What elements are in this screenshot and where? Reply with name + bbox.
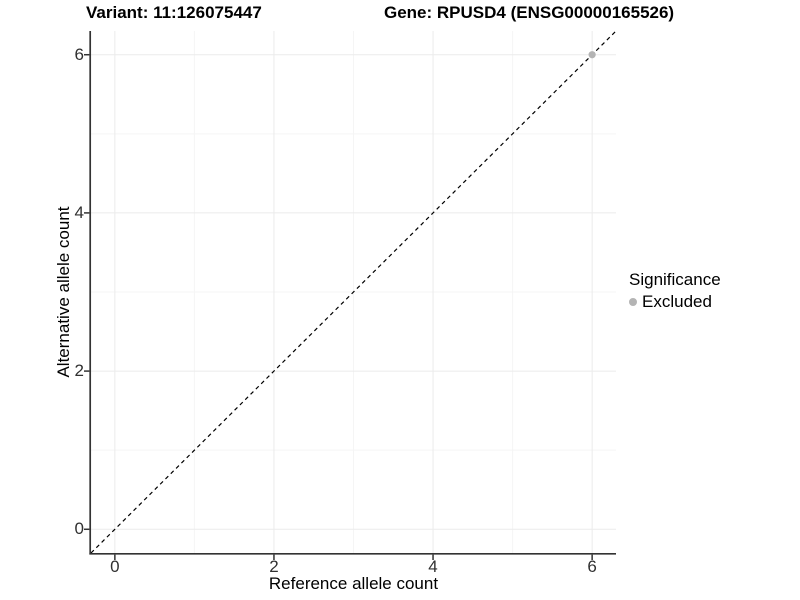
legend-item-excluded: Excluded: [629, 291, 721, 313]
legend-item-label: Excluded: [642, 292, 712, 311]
x-tick-label: 4: [428, 557, 438, 576]
x-tick-label: 6: [587, 557, 597, 576]
y-tick-label: 0: [74, 519, 84, 539]
legend-title: Significance: [629, 270, 721, 289]
y-axis-title: Alternative allele count: [54, 206, 73, 378]
identity-line: [90, 30, 617, 554]
plot-title-gene: Gene: RPUSD4 (ENSG00000165526): [384, 3, 675, 22]
point-key-icon: [629, 298, 637, 306]
x-axis-title: Reference allele count: [268, 574, 439, 593]
y-tick-label: 4: [74, 202, 84, 222]
legend: Significance Excluded: [629, 269, 721, 313]
x-tick-label: 0: [110, 557, 120, 576]
y-tick-label: 6: [74, 44, 84, 64]
y-tick-label: 2: [74, 361, 84, 381]
data-point: [588, 51, 596, 59]
x-tick-label: 2: [269, 557, 279, 576]
plot-title-variant: Variant: 11:126075447: [86, 3, 262, 22]
